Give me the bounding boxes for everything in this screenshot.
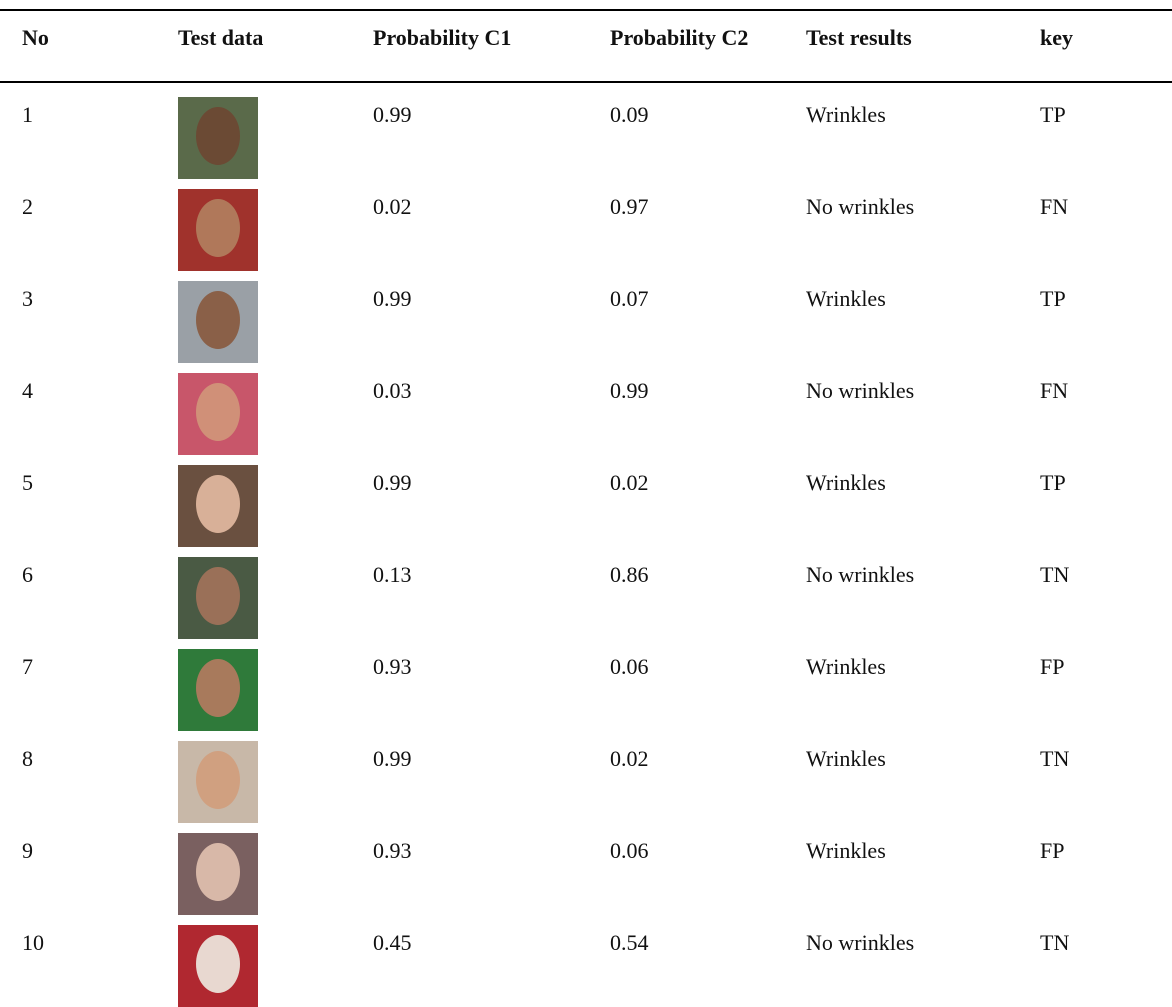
face-photo bbox=[178, 97, 258, 179]
table-cell: FP bbox=[1040, 653, 1064, 681]
table-cell: 0.97 bbox=[610, 193, 649, 221]
table-cell: FN bbox=[1040, 377, 1068, 405]
table-cell: TP bbox=[1040, 469, 1066, 497]
face-photo bbox=[178, 189, 258, 271]
table-cell: 0.93 bbox=[373, 837, 412, 865]
table-cell: 0.09 bbox=[610, 101, 649, 129]
table-cell: 0.99 bbox=[610, 377, 649, 405]
table-cell: Wrinkles bbox=[806, 285, 886, 313]
table-cell: 0.02 bbox=[610, 469, 649, 497]
table-cell: No wrinkles bbox=[806, 561, 914, 589]
table-cell: Wrinkles bbox=[806, 745, 886, 773]
header-cell: Probability C1 bbox=[373, 24, 511, 52]
table-cell: 0.99 bbox=[373, 745, 412, 773]
table-cell: Wrinkles bbox=[806, 469, 886, 497]
header-cell: Probability C2 bbox=[610, 24, 760, 52]
header-cell: Test data bbox=[178, 24, 263, 52]
top-rule bbox=[0, 9, 1172, 11]
table-cell: 8 bbox=[22, 745, 33, 773]
face bbox=[196, 107, 240, 165]
table-cell: 1 bbox=[22, 101, 33, 129]
table-cell: Wrinkles bbox=[806, 101, 886, 129]
table-cell: 0.99 bbox=[373, 101, 412, 129]
face-photo bbox=[178, 465, 258, 547]
table-cell: 0.02 bbox=[610, 745, 649, 773]
table-cell: 0.86 bbox=[610, 561, 649, 589]
face-photo bbox=[178, 741, 258, 823]
table-cell: 4 bbox=[22, 377, 33, 405]
face-photo bbox=[178, 649, 258, 731]
table-cell: 0.07 bbox=[610, 285, 649, 313]
header-cell: Test results bbox=[806, 24, 912, 52]
table-cell: 0.13 bbox=[373, 561, 412, 589]
table-cell: 5 bbox=[22, 469, 33, 497]
face-photo bbox=[178, 833, 258, 915]
table-cell: 0.03 bbox=[373, 377, 412, 405]
table-cell: 0.06 bbox=[610, 837, 649, 865]
face bbox=[196, 751, 240, 809]
table-cell: FP bbox=[1040, 837, 1064, 865]
face bbox=[196, 935, 240, 993]
face bbox=[196, 659, 240, 717]
table-cell: 0.99 bbox=[373, 285, 412, 313]
face-photo bbox=[178, 281, 258, 363]
face bbox=[196, 567, 240, 625]
table-cell: 0.06 bbox=[610, 653, 649, 681]
table-cell: 0.99 bbox=[373, 469, 412, 497]
face bbox=[196, 383, 240, 441]
face bbox=[196, 291, 240, 349]
table-cell: TN bbox=[1040, 561, 1069, 589]
table-cell: 7 bbox=[22, 653, 33, 681]
face bbox=[196, 475, 240, 533]
table-cell: TP bbox=[1040, 101, 1066, 129]
table-cell: TN bbox=[1040, 745, 1069, 773]
table-cell: 6 bbox=[22, 561, 33, 589]
header-cell: key bbox=[1040, 24, 1073, 52]
table-cell: No wrinkles bbox=[806, 193, 914, 221]
header-rule bbox=[0, 81, 1172, 83]
table-cell: 9 bbox=[22, 837, 33, 865]
table-cell: TN bbox=[1040, 929, 1069, 957]
table-cell: 0.93 bbox=[373, 653, 412, 681]
table-cell: 0.45 bbox=[373, 929, 412, 957]
face-photo bbox=[178, 373, 258, 455]
table-cell: 0.54 bbox=[610, 929, 649, 957]
face bbox=[196, 843, 240, 901]
face-photo bbox=[178, 925, 258, 1007]
face bbox=[196, 199, 240, 257]
table-cell: No wrinkles bbox=[806, 377, 914, 405]
table-cell: 3 bbox=[22, 285, 33, 313]
table-cell: No wrinkles bbox=[806, 929, 914, 957]
table-cell: FN bbox=[1040, 193, 1068, 221]
table-cell: Wrinkles bbox=[806, 837, 886, 865]
table-cell: Wrinkles bbox=[806, 653, 886, 681]
table-cell: TP bbox=[1040, 285, 1066, 313]
face-photo bbox=[178, 557, 258, 639]
table-cell: 2 bbox=[22, 193, 33, 221]
table-cell: 10 bbox=[22, 929, 44, 957]
page: No Test data Probability C1 Probability C2 T… bbox=[0, 0, 1172, 1006]
table-cell: 0.02 bbox=[373, 193, 412, 221]
header-cell: No bbox=[22, 24, 49, 52]
